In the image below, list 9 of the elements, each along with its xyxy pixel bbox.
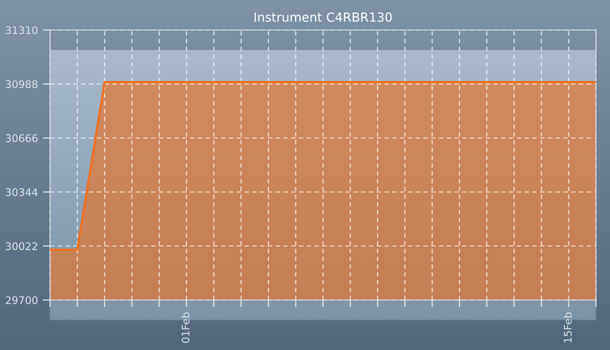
y-tick-label: 30988	[6, 80, 38, 88]
x-tick-label: 01Feb	[181, 312, 190, 343]
y-tick-label: 29700	[6, 296, 38, 304]
y-tick-label: 30666	[6, 134, 38, 142]
y-tick-label: 30022	[6, 242, 38, 250]
y-tick-label: 30344	[6, 188, 38, 196]
y-tick-label: 31310	[6, 26, 38, 34]
x-tick-label: 15Feb	[564, 312, 572, 342]
chart-title: Instrument C4RBR130	[254, 12, 392, 22]
